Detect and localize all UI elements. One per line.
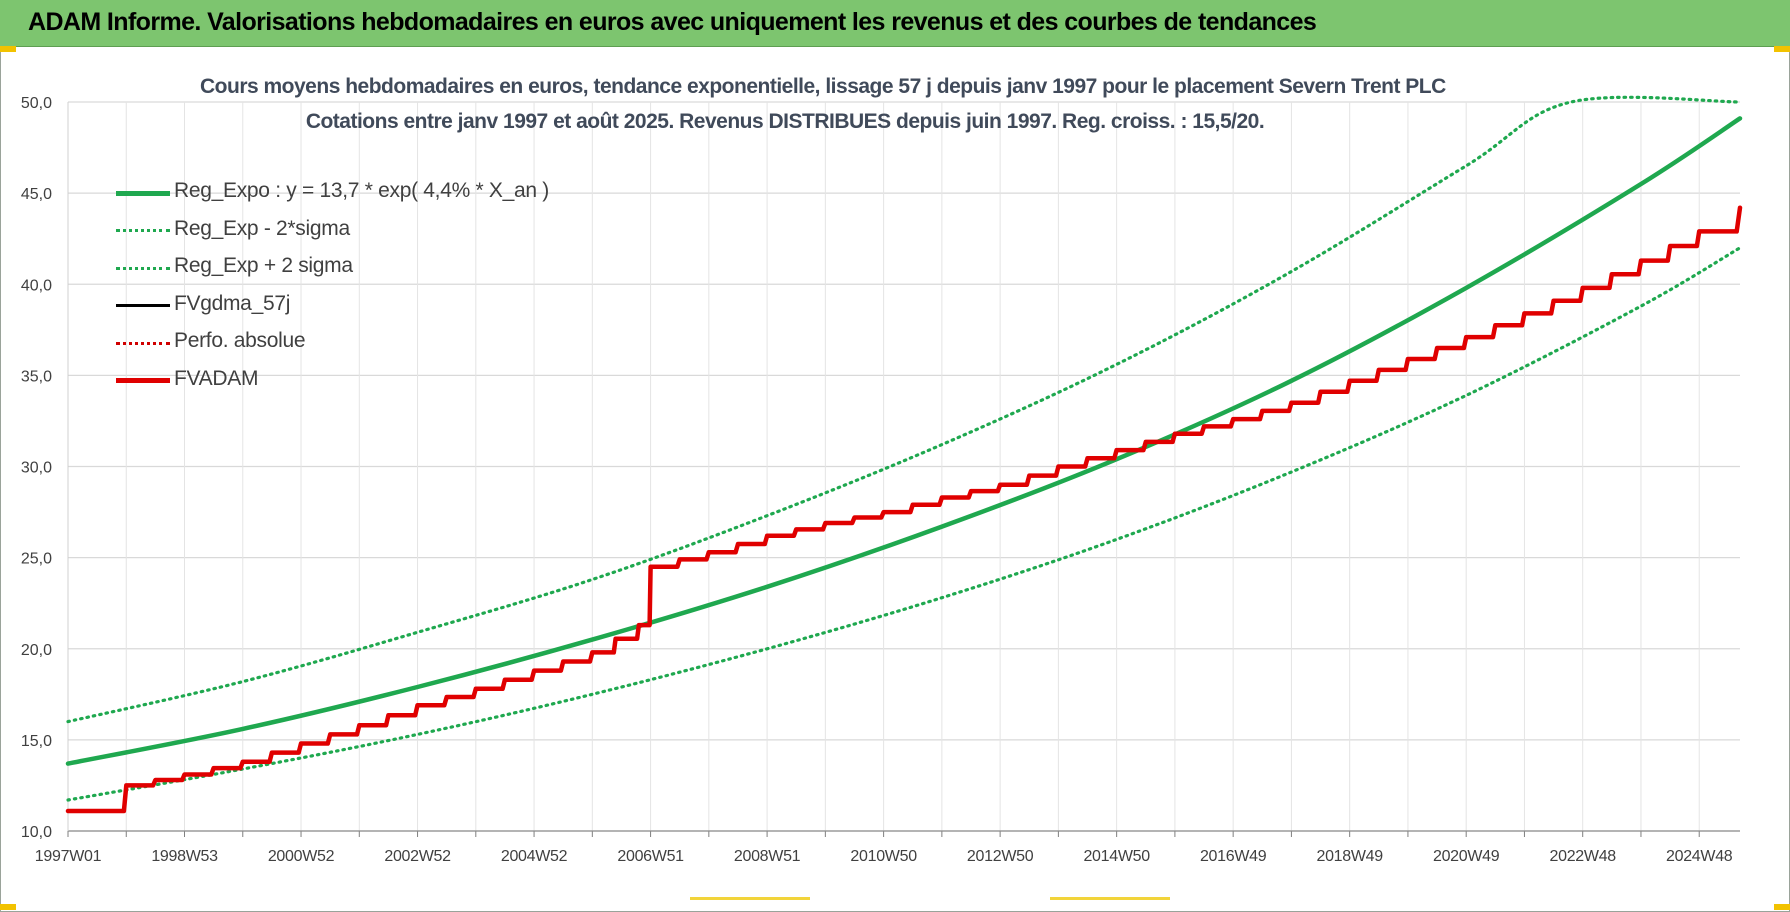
legend-swatch xyxy=(116,378,170,383)
y-tick-label: 15,0 xyxy=(21,733,52,750)
legend-label: Perfo. absolue xyxy=(174,329,306,352)
chart-axes: 10,0 15,0 20,0 25,0 30,0 35,0 40,0 45,0 50,0 1997… xyxy=(21,95,1740,865)
x-tick-label: 2010W50 xyxy=(850,848,917,865)
legend-swatch xyxy=(116,341,170,345)
series-line-0 xyxy=(65,116,1743,766)
chart-grid xyxy=(67,101,1740,832)
x-tick-label: 2022W48 xyxy=(1550,848,1617,865)
chart-series xyxy=(65,95,1743,814)
x-tick-label: 2002W52 xyxy=(384,848,451,865)
corner-mark-top-right xyxy=(1774,46,1790,52)
x-tick-label: 2006W51 xyxy=(617,848,684,865)
page-title: ADAM Informe. Valorisations hebdomadaire… xyxy=(28,8,1317,36)
corner-mark-bottom-right xyxy=(1774,904,1790,910)
corner-mark-top-left xyxy=(0,46,16,52)
legend-label: Reg_Exp - 2*sigma xyxy=(174,216,350,240)
x-tick-label: 1998W53 xyxy=(151,848,218,865)
legend-label: Reg_Expo : y = 13,7 * exp( 4,4% * X_an ) xyxy=(174,179,549,202)
bottom-highlight-right xyxy=(1050,897,1170,900)
x-tick-label: 2016W49 xyxy=(1200,848,1267,865)
y-tick-label: 50,0 xyxy=(21,95,52,112)
chart-title-line-2: Cotations entre janv 1997 et août 2025. … xyxy=(305,110,1265,133)
corner-mark-bottom-left xyxy=(0,904,16,910)
x-tick-label: 2000W52 xyxy=(268,848,335,865)
x-tick-label: 2020W49 xyxy=(1433,848,1500,865)
x-tick-label: 2008W51 xyxy=(734,848,801,865)
x-tick-label: 2004W52 xyxy=(501,848,568,865)
y-tick-label: 20,0 xyxy=(21,642,52,659)
x-tick-label: 1997W01 xyxy=(35,848,102,865)
series-line-3 xyxy=(67,206,1741,812)
legend-label: FVgdma_57j xyxy=(174,291,291,315)
series-line-2 xyxy=(66,95,1742,724)
y-tick-label: 40,0 xyxy=(21,277,52,294)
bottom-highlight-left xyxy=(690,897,810,900)
legend-label: Reg_Exp + 2 sigma xyxy=(174,254,353,277)
chart-title-line-1: Cours moyens hebdomadaires en euros, ten… xyxy=(200,75,1446,98)
legend-swatch xyxy=(116,229,170,232)
legend-swatch xyxy=(116,304,170,307)
y-tick-label: 45,0 xyxy=(21,186,52,203)
x-tick-label: 2024W48 xyxy=(1666,848,1733,865)
y-tick-label: 10,0 xyxy=(21,824,52,841)
legend-swatch xyxy=(116,266,170,270)
legend-label: FVADAM xyxy=(174,366,259,390)
header-bar: ADAM Informe. Valorisations hebdomadaire… xyxy=(0,0,1790,47)
series-line-5 xyxy=(65,205,1743,814)
x-tick-label: 2018W49 xyxy=(1316,848,1383,865)
x-tick-label: 2012W50 xyxy=(967,848,1034,865)
y-tick-label: 30,0 xyxy=(21,460,52,477)
y-tick-label: 35,0 xyxy=(21,368,52,385)
legend-swatch xyxy=(116,190,170,196)
y-tick-label: 25,0 xyxy=(21,551,52,568)
x-tick-label: 2014W50 xyxy=(1083,848,1150,865)
series-line-1 xyxy=(66,246,1742,802)
